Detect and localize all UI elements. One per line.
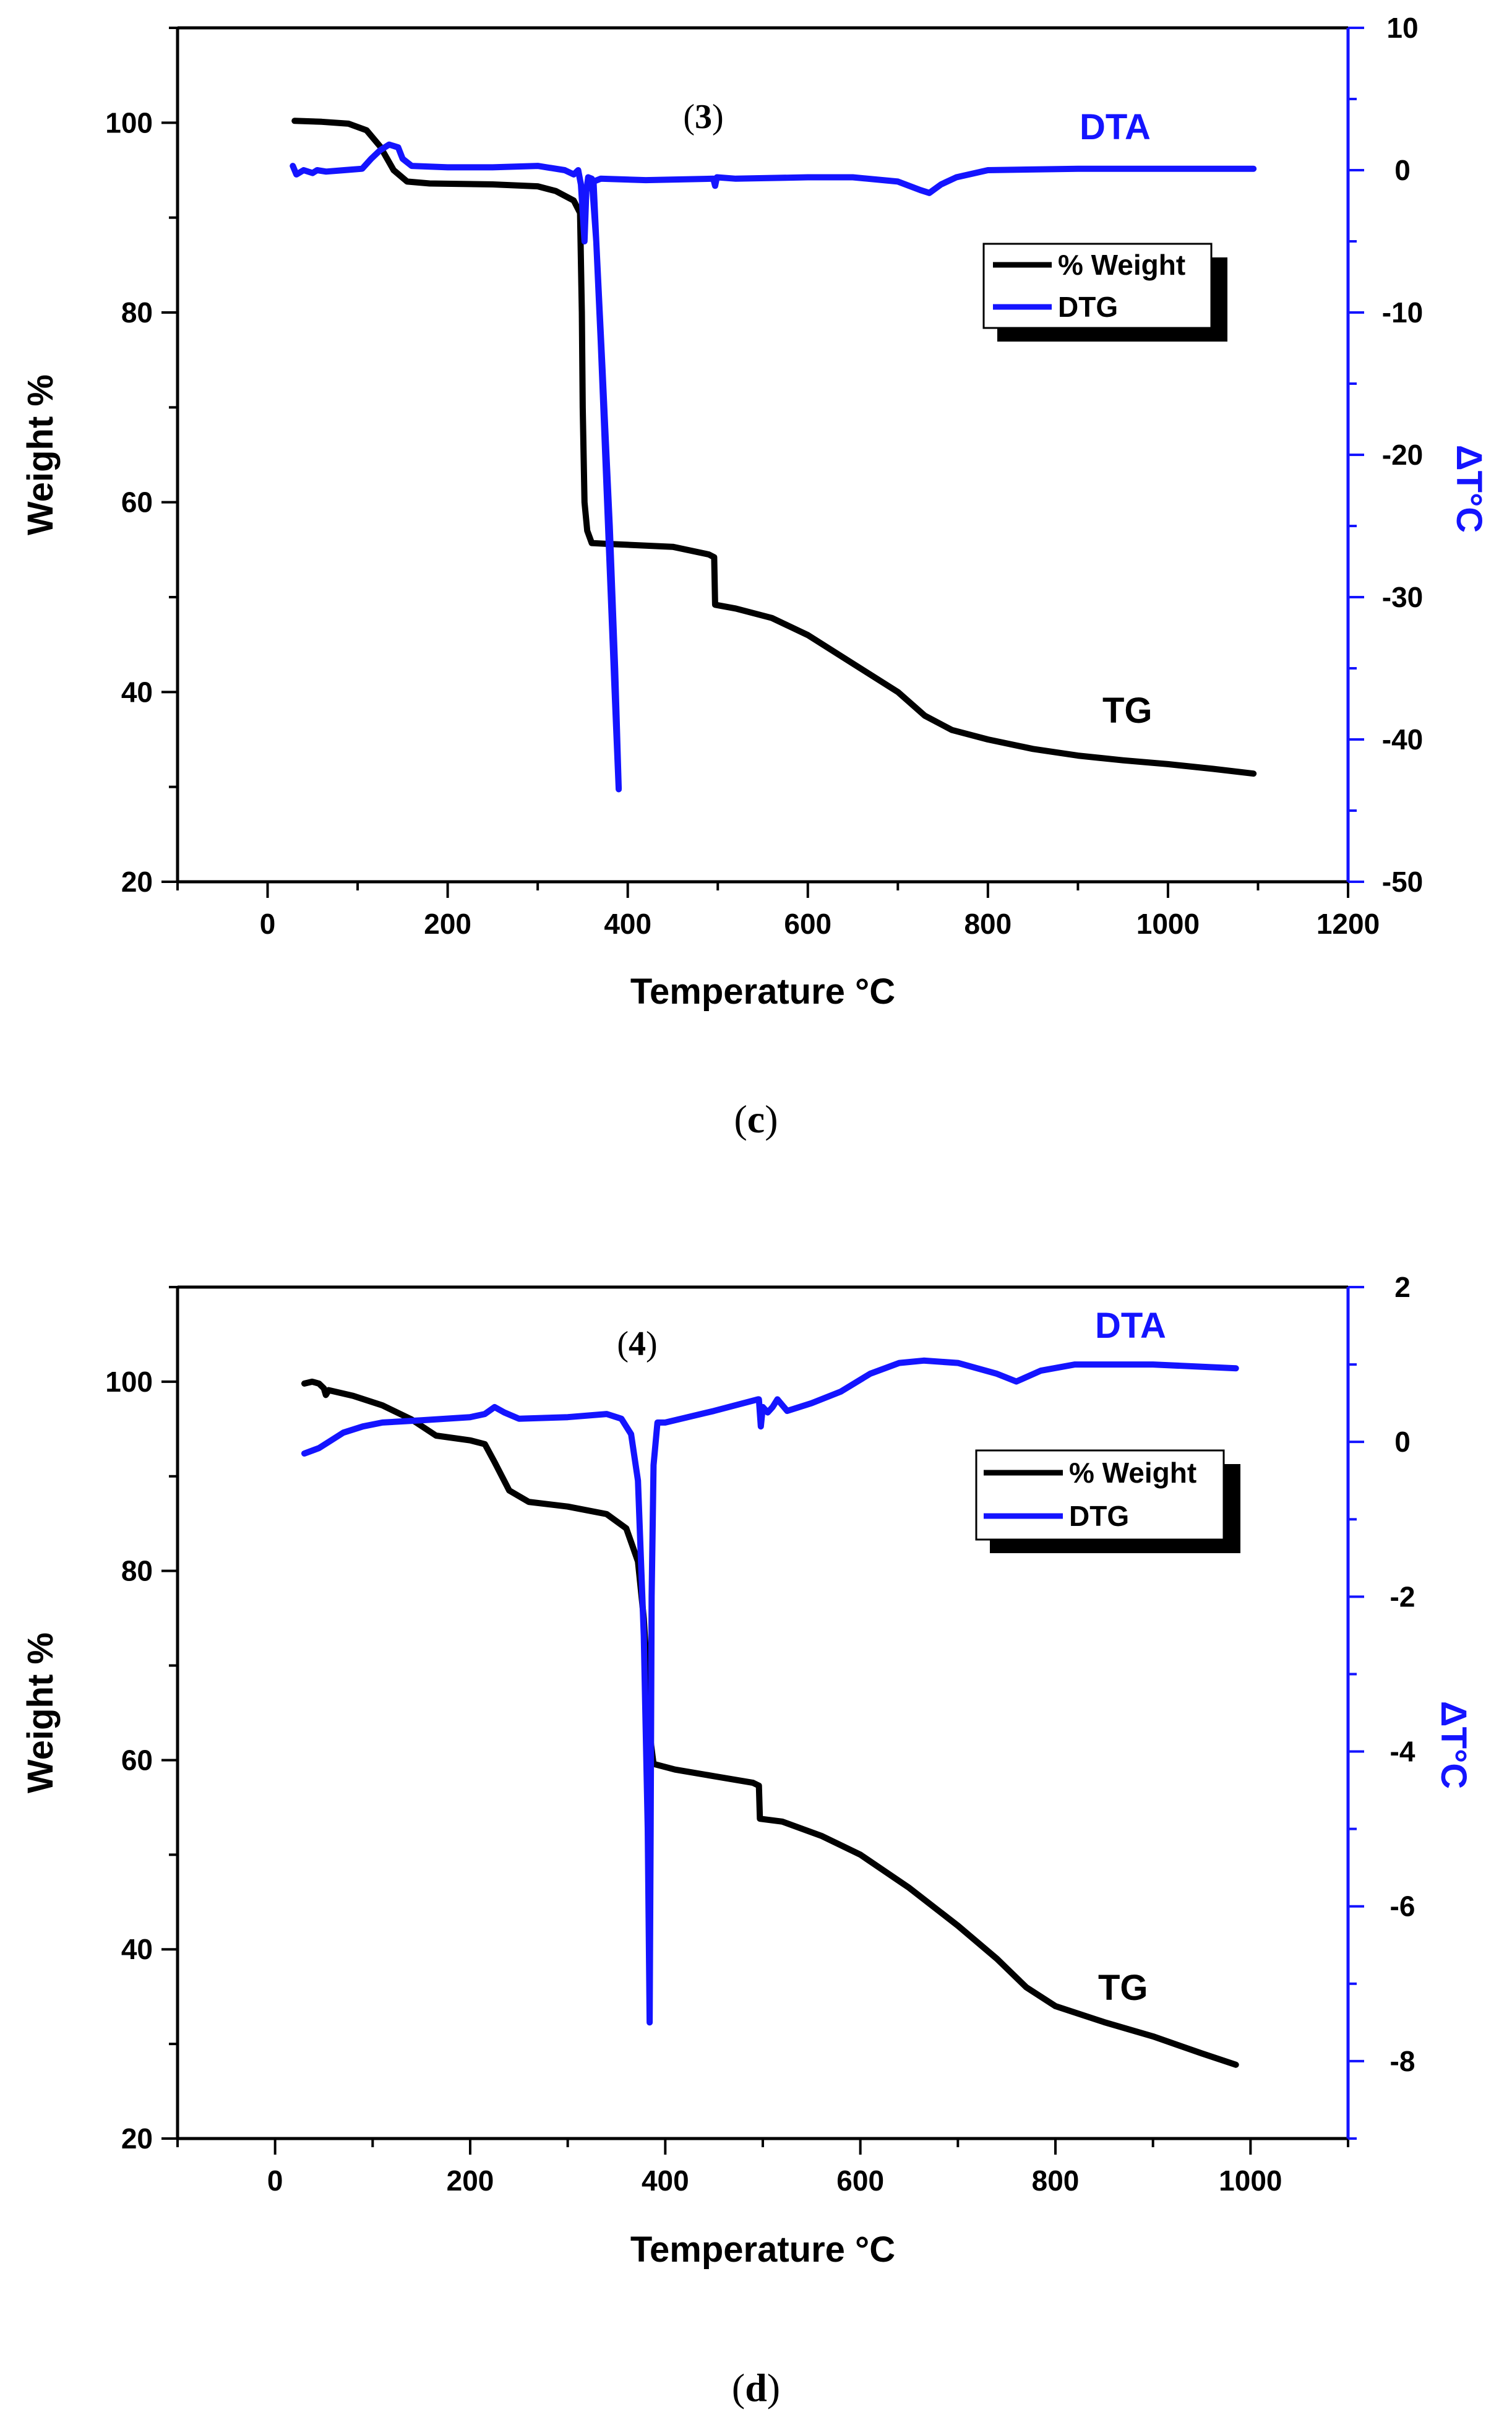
y2-tick-label: -2 [1390,1580,1415,1613]
y2-tick-label: 0 [1394,154,1411,186]
dta-annotation: DTA [1095,1306,1166,1346]
sample-label: (3) [683,98,723,136]
x-tick-label: 200 [447,2165,494,2197]
legend-label-dtg: DTG [1069,1500,1129,1532]
x-tick-label: 400 [642,2165,689,2197]
x-tick-label: 1200 [1317,908,1380,940]
y2-tick-label: 0 [1394,1426,1411,1458]
chart-panel-c: 0 200 400 600 800 1000 120020406080100100-10-2… [20,12,1489,1141]
x-tick-label: 400 [604,908,651,940]
y2-tick-label: -20 [1382,439,1423,471]
sample-number: 4 [629,1325,646,1363]
tg-annotation: TG [1098,1968,1148,2008]
y-tick-label: 80 [121,1555,153,1587]
y2-axis-title: ΔT°C [1449,445,1489,533]
y2-tick-label: -6 [1390,1890,1415,1923]
legend-box [982,243,1213,329]
y2-axis-title: ΔT°C [1433,1701,1474,1789]
y2-tick-label: -8 [1390,2045,1415,2077]
weight-series-line [291,118,1257,777]
sample-number: 3 [695,98,712,136]
tg-annotation: TG [1102,691,1153,731]
x-tick-label: 200 [424,908,471,940]
x-tick-label: 600 [836,2165,884,2197]
ticks: 0 200 400 600 800 1000 120020406080100100-10-2… [105,12,1423,940]
series [301,1357,1239,2068]
y-tick-label: 40 [121,1933,153,1965]
x-tick-label: 1000 [1136,908,1200,940]
y2-tick-label: -4 [1390,1736,1415,1768]
y-tick-label: 100 [105,1366,153,1398]
panel-label: (d) [732,2366,780,2410]
panel-letter: d [745,2366,767,2410]
series [290,118,1257,793]
x-tick-label: 800 [964,908,1012,940]
legend-label-dtg: DTG [1058,291,1118,323]
y-tick-label: 80 [121,296,153,329]
y2-tick-label: 10 [1386,12,1418,44]
y2-tick-label: 2 [1394,1271,1411,1303]
x-axis-title: Temperature °C [630,2230,895,2270]
dtg-series-line [290,141,1257,793]
dtg-series-line [301,1357,1239,2026]
x-axis-title: Temperature °C [630,972,895,1012]
y2-tick-label: -30 [1382,581,1423,613]
legend-label-weight: % Weight [1058,249,1185,281]
x-tick-label: 1000 [1219,2165,1282,2197]
legend-box [975,1449,1225,1541]
y-tick-label: 20 [121,2122,153,2155]
y-axis-title: Weight % [20,374,61,535]
y-tick-label: 60 [121,486,153,519]
y2-tick-label: -50 [1382,866,1423,898]
y-tick-label: 20 [121,866,153,898]
x-tick-label: 800 [1032,2165,1080,2197]
legend: % Weight DTG [982,243,1227,342]
dta-annotation: DTA [1080,107,1151,147]
x-tick-label: 600 [784,908,831,940]
y-tick-label: 100 [105,106,153,139]
y2-tick-label: -10 [1382,296,1423,329]
y-axis-title: Weight % [20,1632,61,1793]
x-tick-label: 0 [267,2165,283,2197]
panel-letter: c [747,1097,765,1141]
y2-tick-label: -40 [1382,723,1423,756]
legend-label-weight: % Weight [1069,1457,1196,1489]
sample-label: (4) [617,1325,657,1363]
legend: % Weight DTG [975,1449,1240,1553]
y-tick-label: 60 [121,1744,153,1776]
panel-label: (c) [734,1097,778,1141]
y-tick-label: 40 [121,676,153,708]
x-tick-label: 0 [260,908,276,940]
